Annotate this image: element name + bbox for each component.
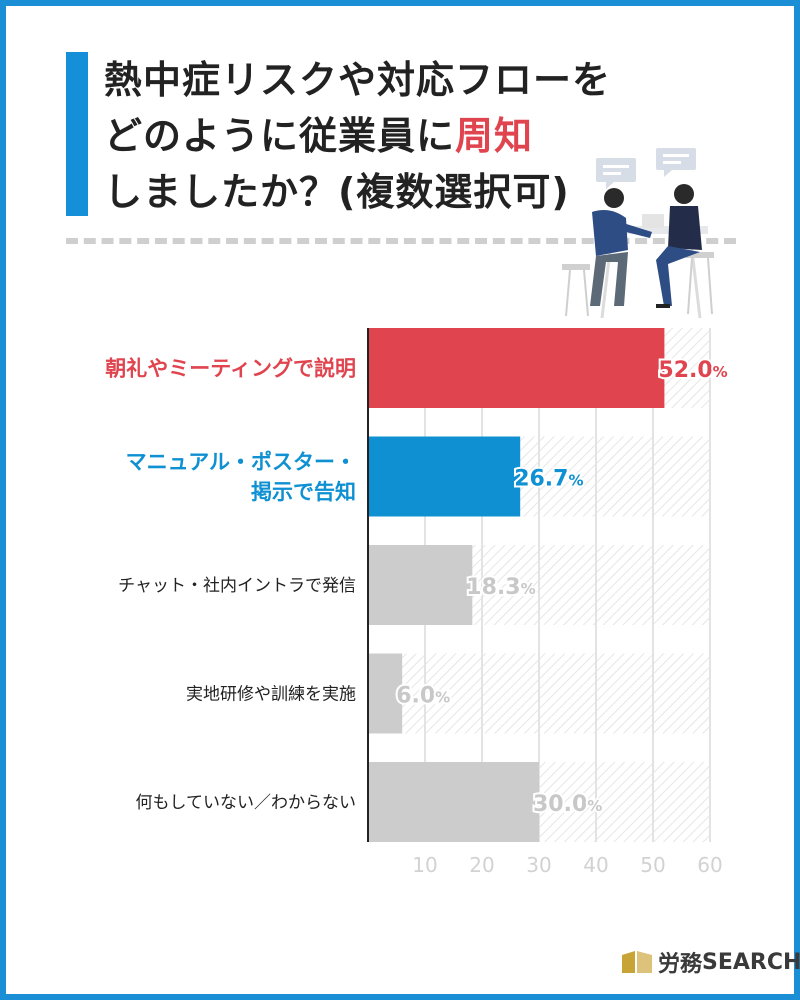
category-label: チャット・社内イントラで発信: [118, 576, 356, 596]
title-line-2-prefix: どのように従業員に: [104, 114, 456, 158]
category-label: マニュアル・ポスター・: [126, 450, 356, 474]
title-accent-bar: [66, 52, 88, 216]
bar: [368, 328, 665, 408]
title-line-3: しましたか？(複数選択可): [104, 170, 570, 214]
bar: [368, 545, 473, 625]
data-label: 18.3%: [466, 575, 535, 600]
x-tick-label: 50: [640, 853, 665, 877]
bar: [368, 762, 539, 842]
category-label: 掲示で告知: [251, 480, 356, 504]
title-highlight: 周知: [455, 114, 534, 158]
category-label: 何もしていない／わからない: [136, 793, 357, 813]
x-tick-label: 10: [412, 853, 437, 877]
x-tick-label: 40: [583, 853, 608, 877]
data-label-unit: %: [568, 472, 583, 490]
data-label-value: 52.0: [658, 358, 712, 383]
dashed-divider: [66, 238, 736, 244]
title-line-2: どのように従業員に周知: [104, 108, 611, 164]
book-logo-icon: [622, 951, 652, 973]
page-title: 熱中症リスクや対応フローを どのように従業員に周知 しましたか？(複数選択可): [104, 52, 611, 220]
data-label-unit: %: [521, 580, 536, 598]
x-tick-label: 60: [697, 853, 722, 877]
category-label: 朝礼やミーティングで説明: [105, 357, 356, 381]
data-label-value: 30.0: [533, 792, 587, 817]
bar: [368, 436, 521, 517]
data-label-unit: %: [587, 797, 602, 815]
data-label-value: 18.3: [466, 575, 520, 600]
data-label-value: 26.7: [514, 467, 568, 492]
data-label-unit: %: [713, 363, 728, 381]
category-label: 実地研修や訓練を実施: [186, 685, 356, 705]
brand-logo: 労務 SEARCH: [622, 946, 800, 978]
bar: [368, 653, 403, 734]
logo-text-en: SEARCH: [702, 949, 800, 975]
data-label-unit: %: [435, 689, 450, 707]
speech-bubble-icon: [596, 158, 636, 189]
data-label: 26.7%: [514, 467, 583, 492]
data-label: 30.0%: [533, 792, 602, 817]
data-label: 6.0%: [396, 684, 450, 709]
data-label: 52.0%: [658, 358, 727, 383]
x-tick-label: 20: [469, 853, 494, 877]
x-tick-label: 30: [526, 853, 551, 877]
data-label-value: 6.0: [396, 684, 435, 709]
speech-bubble-icon: [656, 148, 696, 177]
title-line-1: 熱中症リスクや対応フローを: [104, 58, 612, 102]
logo-text-jp: 労務: [658, 952, 703, 977]
